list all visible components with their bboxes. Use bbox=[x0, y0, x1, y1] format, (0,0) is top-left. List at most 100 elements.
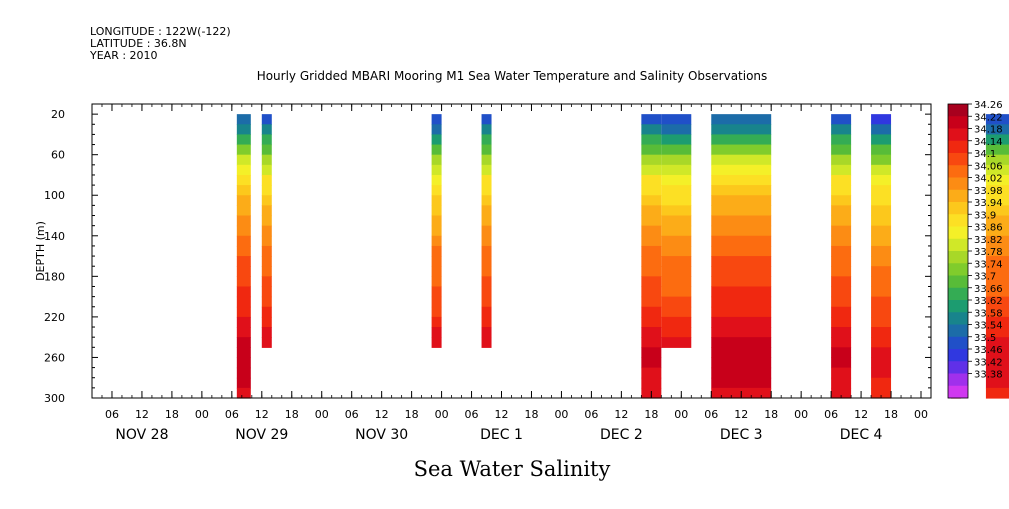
colorbar-swatch bbox=[948, 312, 968, 325]
colorbar-swatch bbox=[948, 251, 968, 264]
data-cell bbox=[431, 185, 442, 196]
data-cell bbox=[261, 235, 272, 247]
x-tick-label: 12 bbox=[614, 408, 628, 421]
data-cell bbox=[985, 154, 1009, 166]
y-tick-label: 20 bbox=[51, 108, 65, 121]
data-cell bbox=[985, 286, 1009, 298]
data-cell bbox=[831, 215, 852, 227]
data-cell bbox=[641, 195, 662, 206]
colorbar-swatch bbox=[948, 104, 968, 117]
data-cell bbox=[236, 185, 251, 196]
data-cell bbox=[641, 215, 662, 227]
x-date-label: DEC 3 bbox=[720, 427, 763, 443]
data-cell bbox=[641, 347, 662, 359]
data-cell bbox=[641, 124, 662, 136]
data-cell bbox=[431, 124, 442, 136]
data-cell bbox=[641, 185, 662, 196]
data-cell bbox=[985, 134, 1009, 146]
data-cell bbox=[431, 327, 442, 338]
data-cell bbox=[261, 256, 272, 267]
data-cell bbox=[831, 306, 852, 318]
chart-title: Hourly Gridded MBARI Mooring M1 Sea Wate… bbox=[257, 69, 768, 83]
data-cell bbox=[831, 185, 852, 196]
data-cell bbox=[481, 124, 492, 136]
data-cell bbox=[831, 124, 852, 136]
data-column-7 bbox=[831, 114, 852, 399]
data-cell bbox=[261, 154, 272, 166]
data-cell bbox=[481, 144, 492, 156]
data-cell bbox=[261, 266, 272, 277]
data-cell bbox=[831, 347, 852, 359]
data-cell bbox=[985, 205, 1009, 217]
colorbar-swatch bbox=[948, 385, 968, 399]
data-cell bbox=[871, 195, 892, 206]
data-cell bbox=[711, 124, 772, 136]
data-cell bbox=[985, 124, 1009, 136]
data-cell bbox=[481, 174, 492, 186]
data-cell bbox=[711, 174, 772, 186]
y-tick-label: 60 bbox=[51, 149, 65, 162]
data-cell bbox=[431, 225, 442, 237]
data-column-4 bbox=[641, 114, 662, 399]
data-cell bbox=[236, 367, 251, 379]
data-cell bbox=[871, 337, 892, 348]
x-tick-label: 18 bbox=[764, 408, 778, 421]
colorbar-swatch bbox=[948, 275, 968, 289]
colorbar-swatch bbox=[948, 373, 968, 387]
colorbar-label: 34.1 bbox=[974, 149, 996, 160]
data-cell bbox=[871, 114, 892, 125]
data-cell bbox=[985, 296, 1009, 308]
colorbar-label: 33.62 bbox=[974, 296, 1003, 307]
x-tick-label: 12 bbox=[135, 408, 149, 421]
data-cell bbox=[985, 225, 1009, 237]
data-cell bbox=[431, 164, 442, 176]
data-cell bbox=[661, 164, 692, 176]
data-cell bbox=[641, 225, 662, 237]
data-cell bbox=[661, 286, 692, 298]
data-cell bbox=[871, 387, 892, 399]
data-cell bbox=[661, 306, 692, 318]
data-cell bbox=[831, 195, 852, 206]
year-label: YEAR : 2010 bbox=[89, 49, 158, 62]
x-tick-label: 00 bbox=[435, 408, 449, 421]
data-cell bbox=[871, 327, 892, 338]
data-cell bbox=[871, 286, 892, 298]
colorbar-swatch bbox=[948, 238, 968, 252]
data-cell bbox=[985, 337, 1009, 348]
data-cell bbox=[481, 296, 492, 308]
colorbar-label: 34.02 bbox=[974, 174, 1003, 185]
data-cell bbox=[985, 245, 1009, 257]
x-date-label: NOV 28 bbox=[115, 427, 168, 443]
colorbar-label: 33.42 bbox=[974, 357, 1003, 368]
data-cell bbox=[711, 306, 772, 318]
data-cell bbox=[871, 347, 892, 359]
colorbar-label: 34.18 bbox=[974, 125, 1003, 136]
data-cell bbox=[431, 245, 442, 257]
data-cell bbox=[985, 276, 1009, 288]
data-cell bbox=[236, 245, 251, 257]
data-cell bbox=[481, 205, 492, 217]
data-cell bbox=[481, 134, 492, 146]
data-cell bbox=[261, 225, 272, 237]
data-cell bbox=[641, 174, 662, 186]
data-cell bbox=[431, 286, 442, 298]
data-cell bbox=[985, 114, 1009, 125]
data-cell bbox=[661, 235, 692, 247]
data-cell bbox=[641, 316, 662, 328]
data-cell bbox=[871, 377, 892, 389]
data-cell bbox=[481, 337, 492, 348]
data-cell bbox=[711, 337, 772, 348]
data-cell bbox=[871, 357, 892, 369]
data-cell bbox=[641, 377, 662, 389]
data-cell bbox=[261, 164, 272, 176]
data-cell bbox=[431, 154, 442, 166]
x-date-label: DEC 4 bbox=[840, 427, 883, 443]
data-cell bbox=[985, 327, 1009, 338]
data-column-6 bbox=[711, 114, 772, 399]
data-cell bbox=[831, 276, 852, 288]
data-cell bbox=[641, 337, 662, 348]
data-cell bbox=[431, 266, 442, 277]
colorbar-swatch bbox=[948, 300, 968, 313]
x-tick-label: 18 bbox=[165, 408, 179, 421]
data-cell bbox=[711, 256, 772, 267]
